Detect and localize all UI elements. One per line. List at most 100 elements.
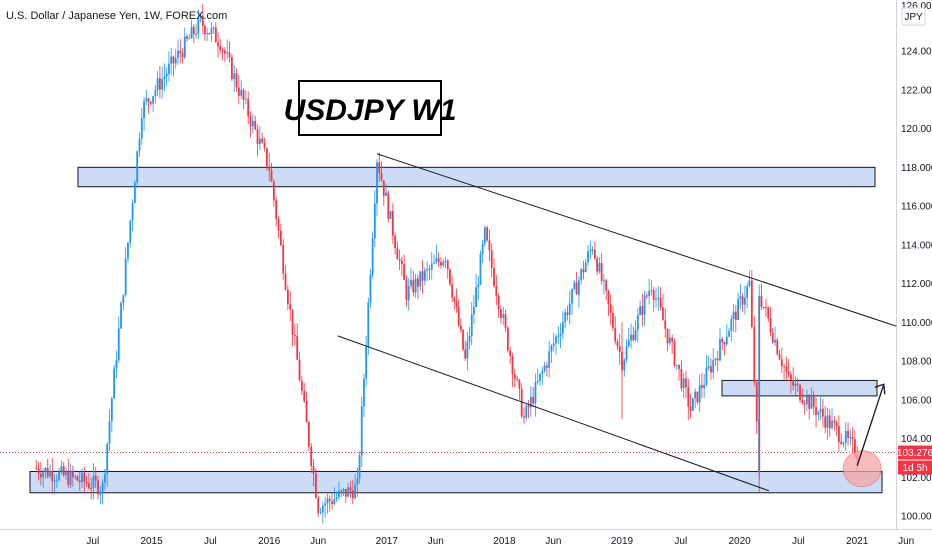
candle-body	[477, 284, 480, 288]
resistance-zone[interactable]	[77, 166, 876, 188]
candle-body	[639, 306, 641, 315]
candle-body	[380, 172, 383, 181]
candle-body	[378, 162, 381, 173]
candle-body	[577, 280, 580, 295]
candle-body	[373, 203, 376, 239]
candle-body	[117, 328, 120, 361]
candle-body	[106, 443, 109, 474]
candle-body	[371, 238, 374, 276]
candle-body	[523, 416, 525, 418]
candle-body	[589, 249, 592, 252]
candle-body	[233, 73, 236, 80]
candle-body	[810, 396, 813, 409]
candle-body	[459, 325, 462, 330]
price-axis[interactable]: 100.000 102.000 104.000 106.000 108.000 110.0…	[901, 47, 932, 523]
candle-body	[360, 406, 363, 456]
candle-body	[545, 365, 548, 368]
candle-body	[154, 90, 157, 97]
candle-body	[609, 304, 612, 313]
top-price-label: 126.000	[901, 1, 932, 12]
candle-body	[513, 374, 516, 379]
upper-channel-line[interactable]	[376, 153, 897, 327]
candle-body	[356, 478, 359, 485]
candle-body	[842, 442, 845, 444]
candle-body	[659, 297, 662, 308]
candle-body	[694, 391, 697, 399]
price-tick-label: 100.000	[901, 512, 932, 523]
candle-body	[664, 320, 667, 329]
candle-body	[78, 480, 81, 483]
support-zone[interactable]	[29, 470, 883, 494]
candle-body	[407, 286, 410, 301]
candle-body	[129, 220, 132, 243]
candle-body	[268, 166, 271, 171]
candle-body	[37, 468, 40, 474]
candle-body	[623, 359, 626, 371]
candle-body	[525, 405, 528, 418]
candle-body	[312, 466, 315, 474]
candle-body	[539, 373, 541, 381]
candle-body	[831, 420, 833, 429]
candle-body	[188, 38, 191, 40]
candle-body	[428, 268, 431, 270]
candle-body	[780, 359, 783, 367]
candle-body	[710, 366, 712, 373]
candle-body	[201, 15, 204, 26]
symbol-title: U.S. Dollar / Japanese Yen, 1W, FOREX.co…	[6, 10, 227, 22]
candle-body	[394, 235, 396, 249]
currency-unit-box[interactable]	[901, 7, 926, 26]
candle-body	[421, 271, 424, 281]
candle-body	[81, 472, 83, 483]
candle-body	[256, 129, 259, 145]
candle-body	[296, 335, 299, 360]
candle-body	[387, 192, 390, 219]
time-tick-label: 2016	[258, 536, 281, 547]
candle-body	[584, 262, 587, 272]
time-axis[interactable]: Jul 2015 Jul 2016 Jun 2017 Jun 2018 Jun 2019 Jul 20…	[86, 536, 914, 547]
candle-body	[566, 312, 569, 315]
candle-body	[449, 269, 451, 285]
candle-body	[746, 285, 749, 298]
lower-channel-line[interactable]	[337, 335, 770, 492]
candle-body	[442, 261, 445, 266]
candle-body	[338, 490, 340, 498]
candle-body	[509, 350, 512, 357]
candle-body	[470, 314, 473, 336]
candle-body	[419, 271, 422, 287]
price-tick-label: 116.000	[901, 202, 932, 213]
candle-body	[314, 473, 317, 498]
candle-body	[221, 50, 224, 52]
candle-body	[237, 87, 240, 96]
time-tick-label: Jun	[545, 536, 561, 547]
title-annotation-box[interactable]	[298, 80, 442, 136]
candle-body	[828, 415, 831, 429]
candle-body	[648, 290, 651, 297]
candle-body	[520, 388, 523, 417]
candle-body	[321, 505, 324, 513]
candle-body	[183, 36, 186, 58]
candle-body	[65, 471, 67, 476]
candle-body	[140, 118, 143, 139]
candle-body	[502, 314, 505, 318]
candle-body	[534, 382, 537, 404]
candle-body	[671, 337, 674, 342]
candle-body	[326, 498, 329, 504]
candle-body	[473, 307, 475, 315]
candle-body	[719, 338, 721, 361]
candle-body	[344, 489, 347, 497]
candle-body	[168, 63, 170, 74]
price-tick-label: 110.000	[901, 318, 932, 329]
candle-body	[104, 473, 106, 483]
candle-body	[430, 263, 433, 270]
candle-body	[277, 219, 280, 231]
candle-body	[641, 306, 644, 315]
candle-body	[131, 203, 134, 221]
candle-body	[127, 242, 129, 259]
candle-body	[230, 57, 233, 80]
candle-body	[851, 437, 854, 440]
candle-body	[607, 290, 610, 305]
candle-body	[582, 269, 585, 272]
candle-body	[774, 339, 776, 343]
